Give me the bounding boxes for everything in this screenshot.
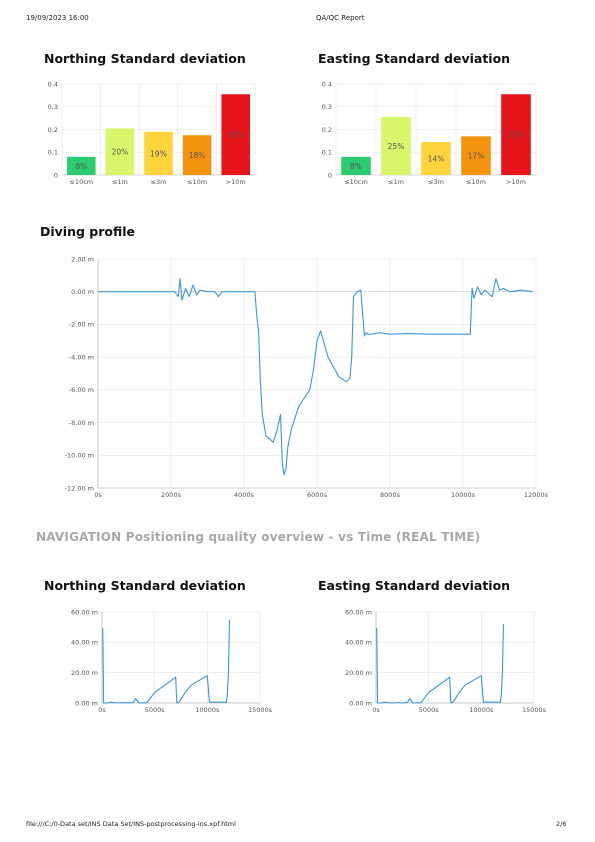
- bar: [67, 156, 96, 175]
- x-tick-label: 8000s: [380, 491, 401, 499]
- bar: [221, 94, 250, 175]
- footer-page-number: 2/6: [556, 820, 567, 828]
- y-tick-label: 0.3: [322, 103, 332, 111]
- y-tick-label: 0.00 m: [71, 288, 94, 296]
- x-tick-label: >10m: [226, 178, 246, 186]
- x-tick-label: 15000s: [522, 706, 547, 714]
- bar-data-label: 35%: [227, 131, 244, 140]
- easting-bar-title: Easting Standard deviation: [318, 51, 511, 66]
- x-tick-label: 0s: [372, 706, 380, 714]
- y-tick-label: 0.4: [48, 80, 58, 88]
- x-tick-label: ≤10m: [466, 178, 486, 186]
- bar: [421, 142, 451, 175]
- y-tick-label: 0.3: [48, 103, 58, 111]
- bar-data-label: 14%: [428, 155, 445, 164]
- x-tick-label: 6000s: [307, 491, 328, 499]
- bar-data-label: 25%: [388, 142, 405, 151]
- bar: [461, 136, 491, 175]
- series-line: [376, 624, 505, 704]
- x-tick-label: 5000s: [145, 706, 166, 714]
- x-tick-label: 10000s: [451, 491, 476, 499]
- x-tick-label: 12000s: [524, 491, 549, 499]
- bar-data-label: 18%: [189, 151, 206, 160]
- y-tick-label: 0: [328, 171, 332, 179]
- series-line: [102, 619, 231, 704]
- x-tick-label: 5000s: [419, 706, 440, 714]
- bar: [501, 94, 531, 175]
- x-tick-label: ≤1m: [112, 178, 128, 186]
- bar: [381, 116, 411, 175]
- y-tick-label: -4.00 m: [69, 353, 94, 361]
- x-tick-label: 10000s: [195, 706, 220, 714]
- bar-data-label: 8%: [350, 162, 362, 171]
- x-tick-label: ≤1m: [388, 178, 404, 186]
- y-tick-label: 0.1: [48, 149, 58, 157]
- y-tick-label: -2.00 m: [69, 321, 94, 329]
- y-tick-label: 20.00 m: [71, 669, 98, 677]
- y-tick-label: 40.00 m: [71, 639, 98, 647]
- northing-bar-title: Northing Standard deviation: [44, 51, 246, 66]
- y-tick-label: 0: [54, 171, 58, 179]
- y-tick-label: -12.00 m: [65, 484, 94, 492]
- footer-path: file:///C:/0-Data set/INS Data Set/INS-p…: [26, 820, 236, 828]
- x-tick-label: 2000s: [161, 491, 182, 499]
- y-tick-label: 0.00 m: [349, 699, 372, 707]
- y-tick-label: -6.00 m: [69, 386, 94, 394]
- x-tick-label: ≤3m: [428, 178, 444, 186]
- y-tick-label: 2.00 m: [71, 255, 94, 263]
- bar-data-label: 35%: [508, 131, 525, 140]
- x-tick-label: 15000s: [248, 706, 273, 714]
- x-tick-label: 0s: [94, 491, 102, 499]
- x-tick-label: ≤10m: [187, 178, 207, 186]
- y-tick-label: 0.2: [322, 126, 332, 134]
- y-tick-label: 60.00 m: [71, 608, 98, 616]
- northing-time-title: Northing Standard deviation: [44, 578, 246, 593]
- bar: [341, 156, 371, 175]
- series-line: [98, 278, 533, 476]
- bar-data-label: 17%: [468, 152, 485, 161]
- y-tick-label: 0.1: [322, 149, 332, 157]
- y-tick-label: 40.00 m: [345, 639, 372, 647]
- bar-data-label: 20%: [112, 148, 129, 157]
- x-tick-label: 4000s: [234, 491, 255, 499]
- bar: [105, 128, 135, 175]
- header-report-title: QA/QC Report: [316, 14, 365, 22]
- bar: [144, 131, 173, 175]
- section-title: NAVIGATION Positioning quality overview …: [36, 530, 481, 544]
- bar-data-label: 19%: [150, 149, 167, 158]
- x-tick-label: 10000s: [469, 706, 494, 714]
- bar-data-label: 8%: [75, 162, 87, 171]
- x-tick-label: >10m: [506, 178, 526, 186]
- x-tick-label: ≤10cm: [344, 178, 368, 186]
- y-tick-label: 0.00 m: [75, 699, 98, 707]
- y-tick-label: 0.2: [48, 126, 58, 134]
- easting-time-title: Easting Standard deviation: [318, 578, 511, 593]
- bar: [182, 135, 212, 175]
- y-tick-label: 20.00 m: [345, 669, 372, 677]
- x-tick-label: ≤10cm: [69, 178, 93, 186]
- x-tick-label: ≤3m: [151, 178, 167, 186]
- diving-profile-title: Diving profile: [40, 224, 136, 239]
- y-tick-label: -10.00 m: [65, 452, 94, 460]
- y-tick-label: 60.00 m: [345, 608, 372, 616]
- header-datetime: 19/09/2023 16:00: [26, 14, 89, 22]
- y-tick-label: -8.00 m: [69, 419, 94, 427]
- y-tick-label: 0.4: [322, 80, 332, 88]
- x-tick-label: 0s: [98, 706, 106, 714]
